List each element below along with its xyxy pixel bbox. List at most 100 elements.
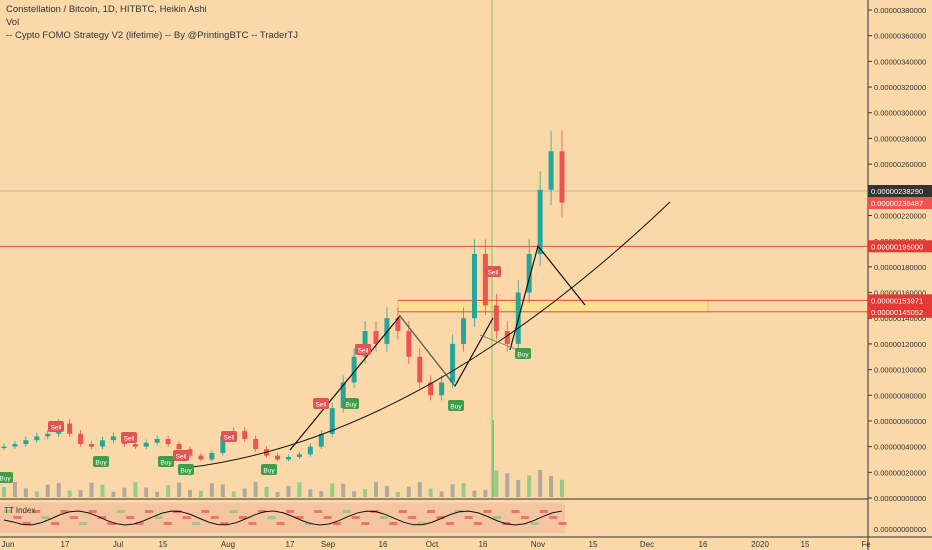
indicator-bar xyxy=(361,522,370,525)
indicator-bar xyxy=(13,516,22,519)
candle-body xyxy=(362,331,368,357)
x-tick-label: 17 xyxy=(286,540,295,549)
level-tag-bg xyxy=(868,305,932,318)
candle-body xyxy=(89,444,95,447)
indicator-bar xyxy=(135,522,144,525)
volume-bar xyxy=(2,487,6,497)
volume-bar xyxy=(450,484,455,497)
volume-bar xyxy=(144,487,149,497)
indicator-bar xyxy=(464,516,473,519)
indicator-bar xyxy=(389,522,398,525)
signal-label: Buy xyxy=(517,352,529,359)
level-tag-bg xyxy=(868,240,932,253)
chart-title: Constellation / Bitcoin, 1D, HITBTC, Hei… xyxy=(6,4,207,15)
volume-bar xyxy=(516,479,521,497)
indicator-bar xyxy=(530,522,539,525)
signal-label: Buy xyxy=(0,476,11,483)
channel-line xyxy=(399,315,519,387)
y-tick-label: 0.00000040000 xyxy=(874,443,926,452)
x-tick-label: Jul xyxy=(113,540,123,549)
candle-body xyxy=(548,151,554,190)
signal-badge xyxy=(158,456,174,467)
volume-bar xyxy=(220,484,225,497)
volume-bar xyxy=(133,482,138,497)
indicator-bar xyxy=(60,510,69,513)
volume-bar xyxy=(297,482,302,497)
volume-bar xyxy=(483,489,488,497)
signal-badge xyxy=(121,432,137,443)
signal-badge xyxy=(261,464,277,475)
candle-body xyxy=(351,356,357,383)
x-tick-label: 15 xyxy=(801,540,810,549)
candle-body xyxy=(1,446,7,449)
indicator-bar xyxy=(79,522,88,525)
candle-body xyxy=(67,423,73,434)
y-tick-label: 0.00000020000 xyxy=(874,468,926,477)
volume-bar xyxy=(492,420,494,497)
x-tick-label: Oct xyxy=(426,540,439,549)
indicator-bg xyxy=(0,503,565,533)
candle-body xyxy=(493,305,499,332)
x-tick-label: 16 xyxy=(699,540,708,549)
indicator-bar xyxy=(549,516,558,519)
indicator-bar xyxy=(69,516,78,519)
y-tick-label: 0.00000160000 xyxy=(874,289,926,298)
volume-bar xyxy=(23,488,28,497)
candle-body xyxy=(45,433,51,437)
candle-body xyxy=(132,444,138,447)
candle-body xyxy=(340,382,346,409)
indicator-bar xyxy=(483,510,492,513)
volume-bar xyxy=(363,489,368,497)
volume-bar xyxy=(374,482,378,497)
volume-bar xyxy=(308,489,313,497)
volume-bar xyxy=(122,487,127,497)
candle-body xyxy=(537,189,543,254)
indicator-bar xyxy=(511,510,520,513)
volume-bar xyxy=(188,489,192,497)
signal-label: Sell xyxy=(124,436,135,443)
indicator-bar xyxy=(210,516,219,519)
signal-badge xyxy=(221,431,237,442)
volume-bar xyxy=(177,482,182,497)
candle-body xyxy=(428,382,434,396)
x-tick-label: Dec xyxy=(640,540,654,549)
indicator-bar xyxy=(417,522,426,525)
volume-bar xyxy=(330,483,335,497)
level-tag: 0.00000145052 xyxy=(871,308,923,317)
indicator-bar xyxy=(408,516,417,519)
signal-badge xyxy=(343,398,359,409)
candle-body xyxy=(154,438,160,443)
support-curve xyxy=(184,201,671,469)
level-tag: 0.00000153971 xyxy=(871,296,923,305)
y-tick-label: 0.00000340000 xyxy=(874,57,926,66)
volume-bar xyxy=(111,491,116,497)
signal-label: Buy xyxy=(180,468,192,475)
x-tick-label: Jun xyxy=(2,540,15,549)
signal-badge xyxy=(448,400,464,411)
signal-label: Sell xyxy=(176,454,187,461)
indicator-bar xyxy=(539,510,548,513)
candle-body xyxy=(209,453,215,460)
candle-body xyxy=(242,431,248,439)
y-tick-label: 0.00000280000 xyxy=(874,134,926,143)
signal-badge xyxy=(48,421,64,432)
indicator-bar xyxy=(229,510,238,513)
volume-bar xyxy=(100,485,105,497)
trend-line xyxy=(509,244,586,351)
y-tick-label: 0.00000320000 xyxy=(874,83,926,92)
indicator-bar xyxy=(182,516,191,519)
volume-bar xyxy=(67,490,72,497)
indicator-bar xyxy=(201,510,210,513)
volume-bar xyxy=(56,483,61,497)
indicator-bar xyxy=(4,510,12,513)
volume-bar xyxy=(253,482,258,497)
volume-bar xyxy=(286,485,291,497)
signal-label: Buy xyxy=(160,460,172,467)
candle-body xyxy=(220,436,226,454)
indicator-bar xyxy=(88,510,97,513)
indicator-bar xyxy=(107,522,116,525)
price-tag-bg xyxy=(868,197,932,209)
signal-badge xyxy=(485,266,501,277)
x-tick-label: 16 xyxy=(479,540,488,549)
